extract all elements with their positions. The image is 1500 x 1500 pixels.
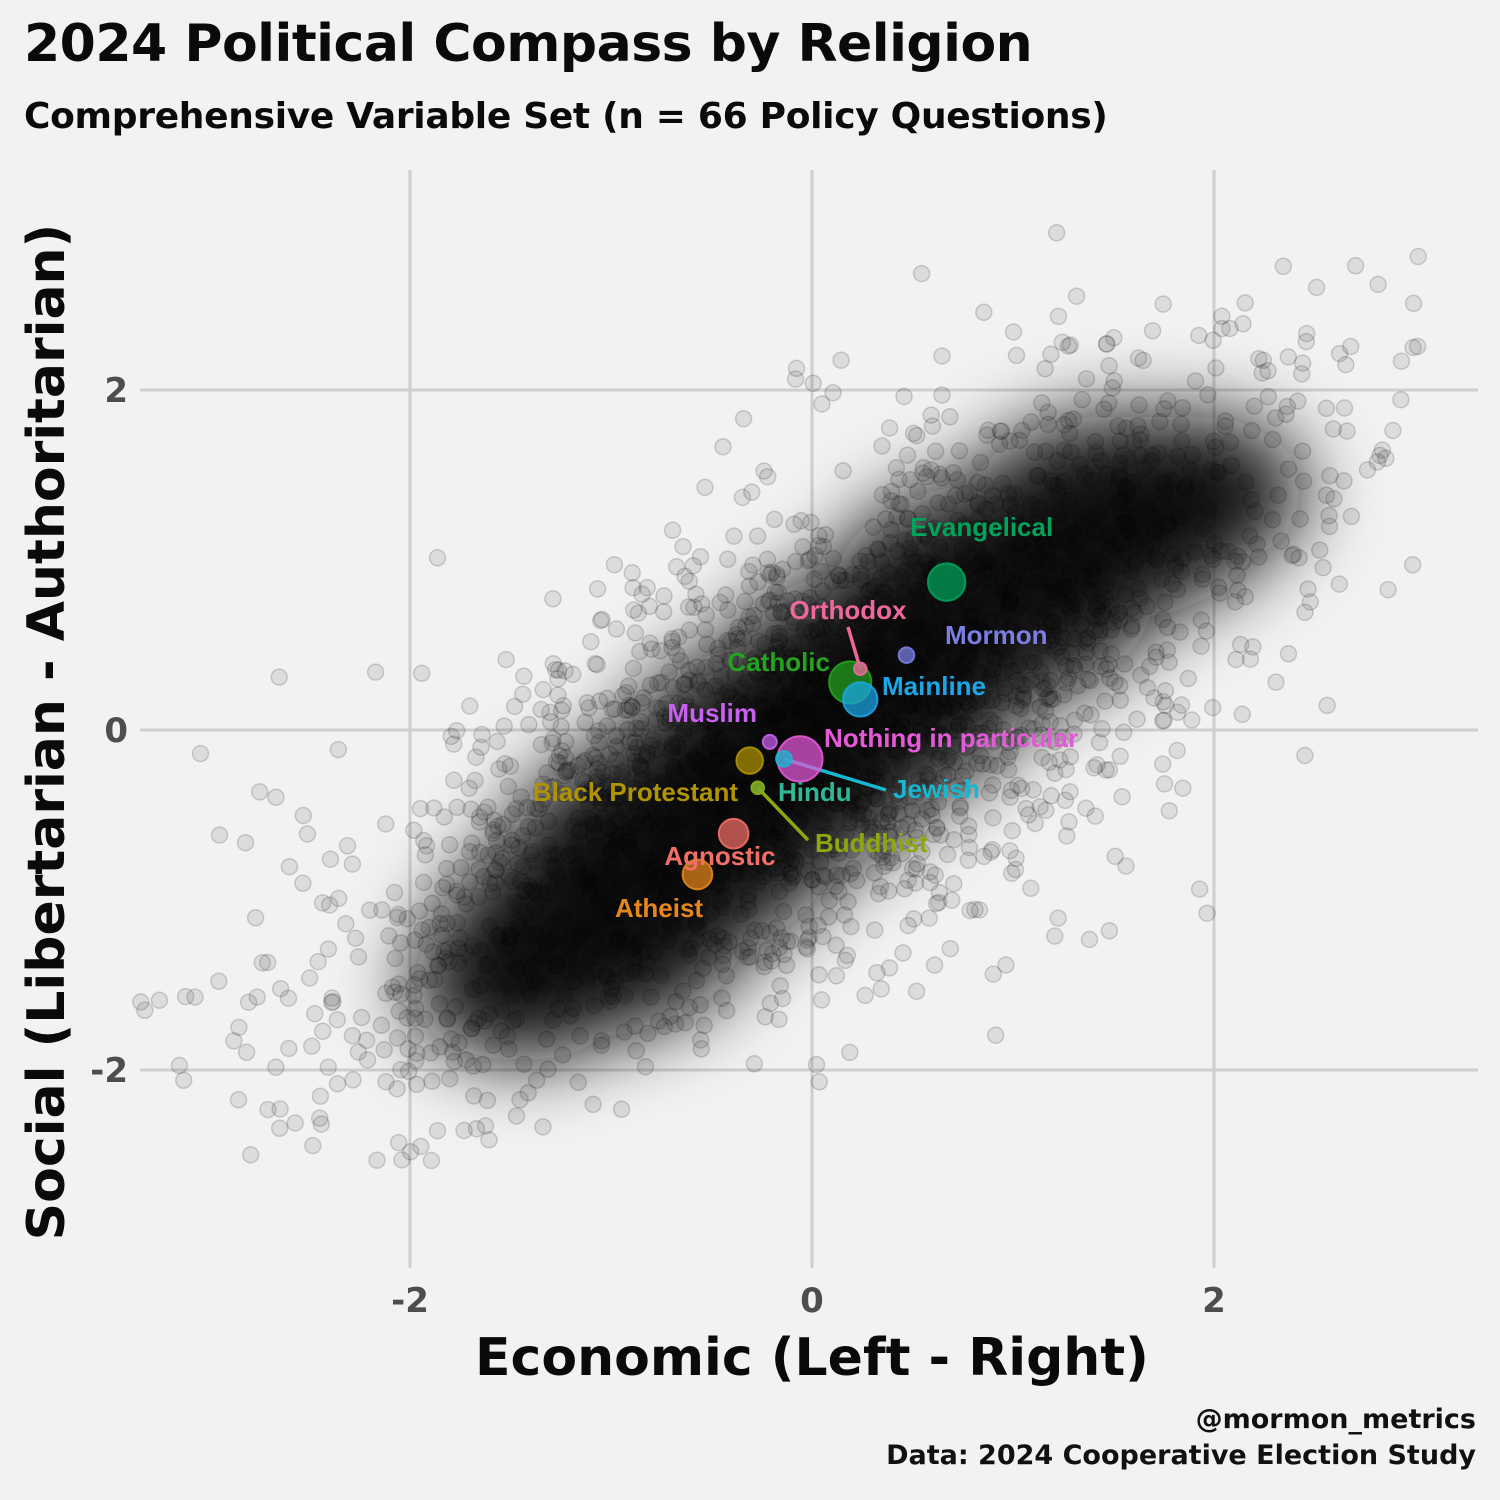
- point-evangelical: [926, 562, 967, 602]
- point-buddhist: [750, 780, 765, 796]
- point-atheist: [681, 858, 714, 891]
- label-jewish: Jewish: [893, 774, 980, 804]
- point-black-protestant: [735, 746, 764, 775]
- religion-points: [681, 562, 967, 891]
- axes: -2 0 2 -2 0 2 Economic (Left - Right) Social…: [17, 224, 1226, 1388]
- point-mainline: [842, 681, 879, 718]
- label-catholic: Catholic: [727, 647, 830, 677]
- label-orthodox: Orthodox: [790, 595, 908, 625]
- y-axis-label: Social (Libertarian - Authoritarian): [17, 224, 77, 1241]
- y-tick-label: 2: [104, 371, 128, 411]
- chart-subtitle: Comprehensive Variable Set (n = 66 Polic…: [24, 96, 1108, 137]
- label-nothing-in-particular: Nothing in particular: [824, 723, 1078, 753]
- leader-buddhist: [756, 786, 810, 842]
- label-mormon: Mormon: [945, 620, 1048, 650]
- caption-handle: @mormon_metrics: [1195, 1404, 1476, 1435]
- label-agnostic: Agnostic: [664, 841, 775, 871]
- point-orthodox: [853, 661, 868, 677]
- point-jewish: [775, 750, 793, 768]
- chart-title: 2024 Political Compass by Religion: [24, 14, 1033, 74]
- x-axis-label: Economic (Left - Right): [475, 1328, 1149, 1388]
- label-black-protestant: Black Protestant: [533, 777, 739, 807]
- point-agnostic: [717, 817, 750, 850]
- grid-lines: [140, 170, 1478, 1268]
- point-muslim: [761, 733, 778, 750]
- label-mainline: Mainline: [882, 671, 986, 701]
- x-tick-label: -2: [391, 1281, 429, 1321]
- y-tick-label: 0: [104, 711, 128, 751]
- label-hindu: Hindu: [778, 777, 852, 807]
- x-tick-label: 0: [800, 1281, 824, 1321]
- respondent-cloud: [132, 224, 1427, 1170]
- leader-orthodox: [846, 626, 862, 670]
- y-tick-label: -2: [90, 1051, 128, 1091]
- x-tick-label: 2: [1202, 1281, 1226, 1321]
- respondent-cloud-core: [410, 415, 1305, 1062]
- label-evangelical: Evangelical: [910, 512, 1053, 542]
- label-muslim: Muslim: [667, 698, 757, 728]
- caption-source: Data: 2024 Cooperative Election Study: [886, 1440, 1476, 1471]
- label-atheist: Atheist: [615, 893, 703, 923]
- label-buddhist: Buddhist: [815, 828, 928, 858]
- y-tick-labels: -2 0 2: [90, 371, 128, 1091]
- x-tick-labels: -2 0 2: [391, 1281, 1226, 1321]
- point-mormon: [897, 646, 916, 665]
- religion-labels: Evangelical Orthodox Mormon Catholic Mainlin…: [533, 512, 1078, 923]
